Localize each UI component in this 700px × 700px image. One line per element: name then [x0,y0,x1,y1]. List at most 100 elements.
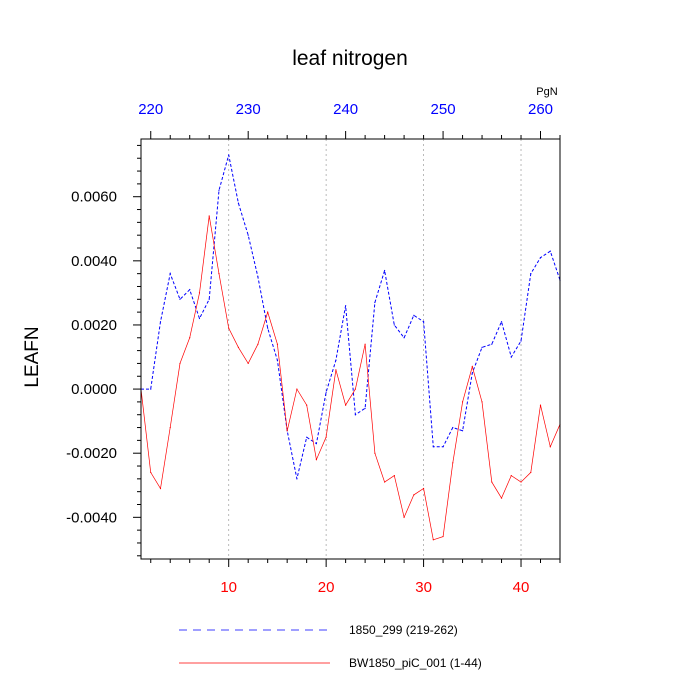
data-point [296,478,298,480]
data-point [267,327,269,329]
data-point [510,356,512,358]
data-point [491,343,493,345]
data-point [218,273,220,275]
data-point [237,346,240,348]
data-point [150,471,152,474]
data-point [228,327,230,329]
data-point [481,346,483,348]
x-tick-label: 30 [415,579,432,596]
data-point [306,404,308,406]
data-point [267,311,269,313]
data-point [276,359,279,361]
top-axis-unit: PgN [536,86,557,98]
data-point [500,321,503,323]
data-point [549,250,551,252]
data-point [159,487,162,490]
chart-title: leaf nitrogen [292,47,408,70]
data-point [393,475,395,477]
data-point [374,301,376,304]
plot-frame [140,138,561,560]
data-point [510,475,512,477]
series-group [140,154,561,541]
data-point [198,292,201,294]
data-point [345,305,347,307]
data-point [374,452,376,454]
data-point [364,343,366,345]
data-point [189,337,191,339]
data-point [530,471,532,474]
series-line-1 [141,154,561,479]
axis-ticks: 10 20 30 40 220 230 240 250 260 -0.0040 -0.0020 0.0… [66,101,561,596]
legend-label-2: BW1850_piC_001 (1-44) [349,656,482,670]
data-point [432,446,434,448]
data-point [189,289,191,291]
data-point [413,314,415,316]
grid-lines [228,139,522,559]
data-point [286,430,288,432]
data-point [169,273,171,275]
data-point [276,343,279,345]
data-point [403,337,405,339]
data-point [315,442,317,445]
top-tick-label: 240 [333,101,358,118]
data-point [530,273,532,275]
data-point [442,446,444,448]
data-point [335,369,337,371]
data-point [413,494,415,496]
y-tick-label: 0.0020 [71,317,117,334]
data-point [325,391,327,393]
legend: 1850_299 (219-262) BW1850_piC_001 (1-44) [179,623,482,670]
x-tick-label: 10 [220,579,237,596]
data-point [296,388,298,390]
data-point [442,535,444,538]
data-point [422,487,425,490]
data-point [520,481,522,483]
y-tick-label: 0.0000 [71,381,117,398]
y-axis-label: LEAFN [22,326,43,387]
data-point [354,414,356,416]
data-point [520,340,522,342]
data-point [452,462,454,464]
y-tick-label: 0.0060 [71,189,117,206]
data-point [208,215,210,217]
data-point [471,372,473,374]
data-point [481,401,483,403]
y-tick-label: 0.0040 [71,253,117,270]
data-point [432,539,434,541]
x-tick-label: 20 [318,579,335,596]
data-point [354,388,356,390]
series-line-2 [140,215,561,541]
data-point [335,359,337,361]
data-point [179,298,181,300]
data-point [247,362,249,365]
data-point [150,388,152,390]
top-tick-label: 250 [431,101,456,118]
legend-label-1: 1850_299 (219-262) [349,623,458,637]
data-point [393,324,395,326]
top-tick-label: 220 [138,101,163,118]
data-point [247,234,249,236]
data-point [471,366,473,368]
data-point [539,404,542,406]
data-point [539,257,542,259]
data-point [422,321,425,323]
data-point [159,321,162,323]
data-point [198,317,201,320]
data-point [325,436,327,438]
data-point [306,436,308,438]
data-point [257,276,259,278]
data-point [179,362,181,365]
data-point [237,202,240,204]
y-tick-label: -0.0020 [66,445,117,462]
data-point [315,459,317,461]
data-point [452,426,454,429]
data-point [403,516,405,518]
data-point [169,426,171,429]
data-point [384,269,386,272]
data-point [218,189,220,191]
top-tick-label: 230 [236,101,261,118]
data-point [384,481,386,483]
data-point [461,430,464,432]
data-point [364,407,366,409]
